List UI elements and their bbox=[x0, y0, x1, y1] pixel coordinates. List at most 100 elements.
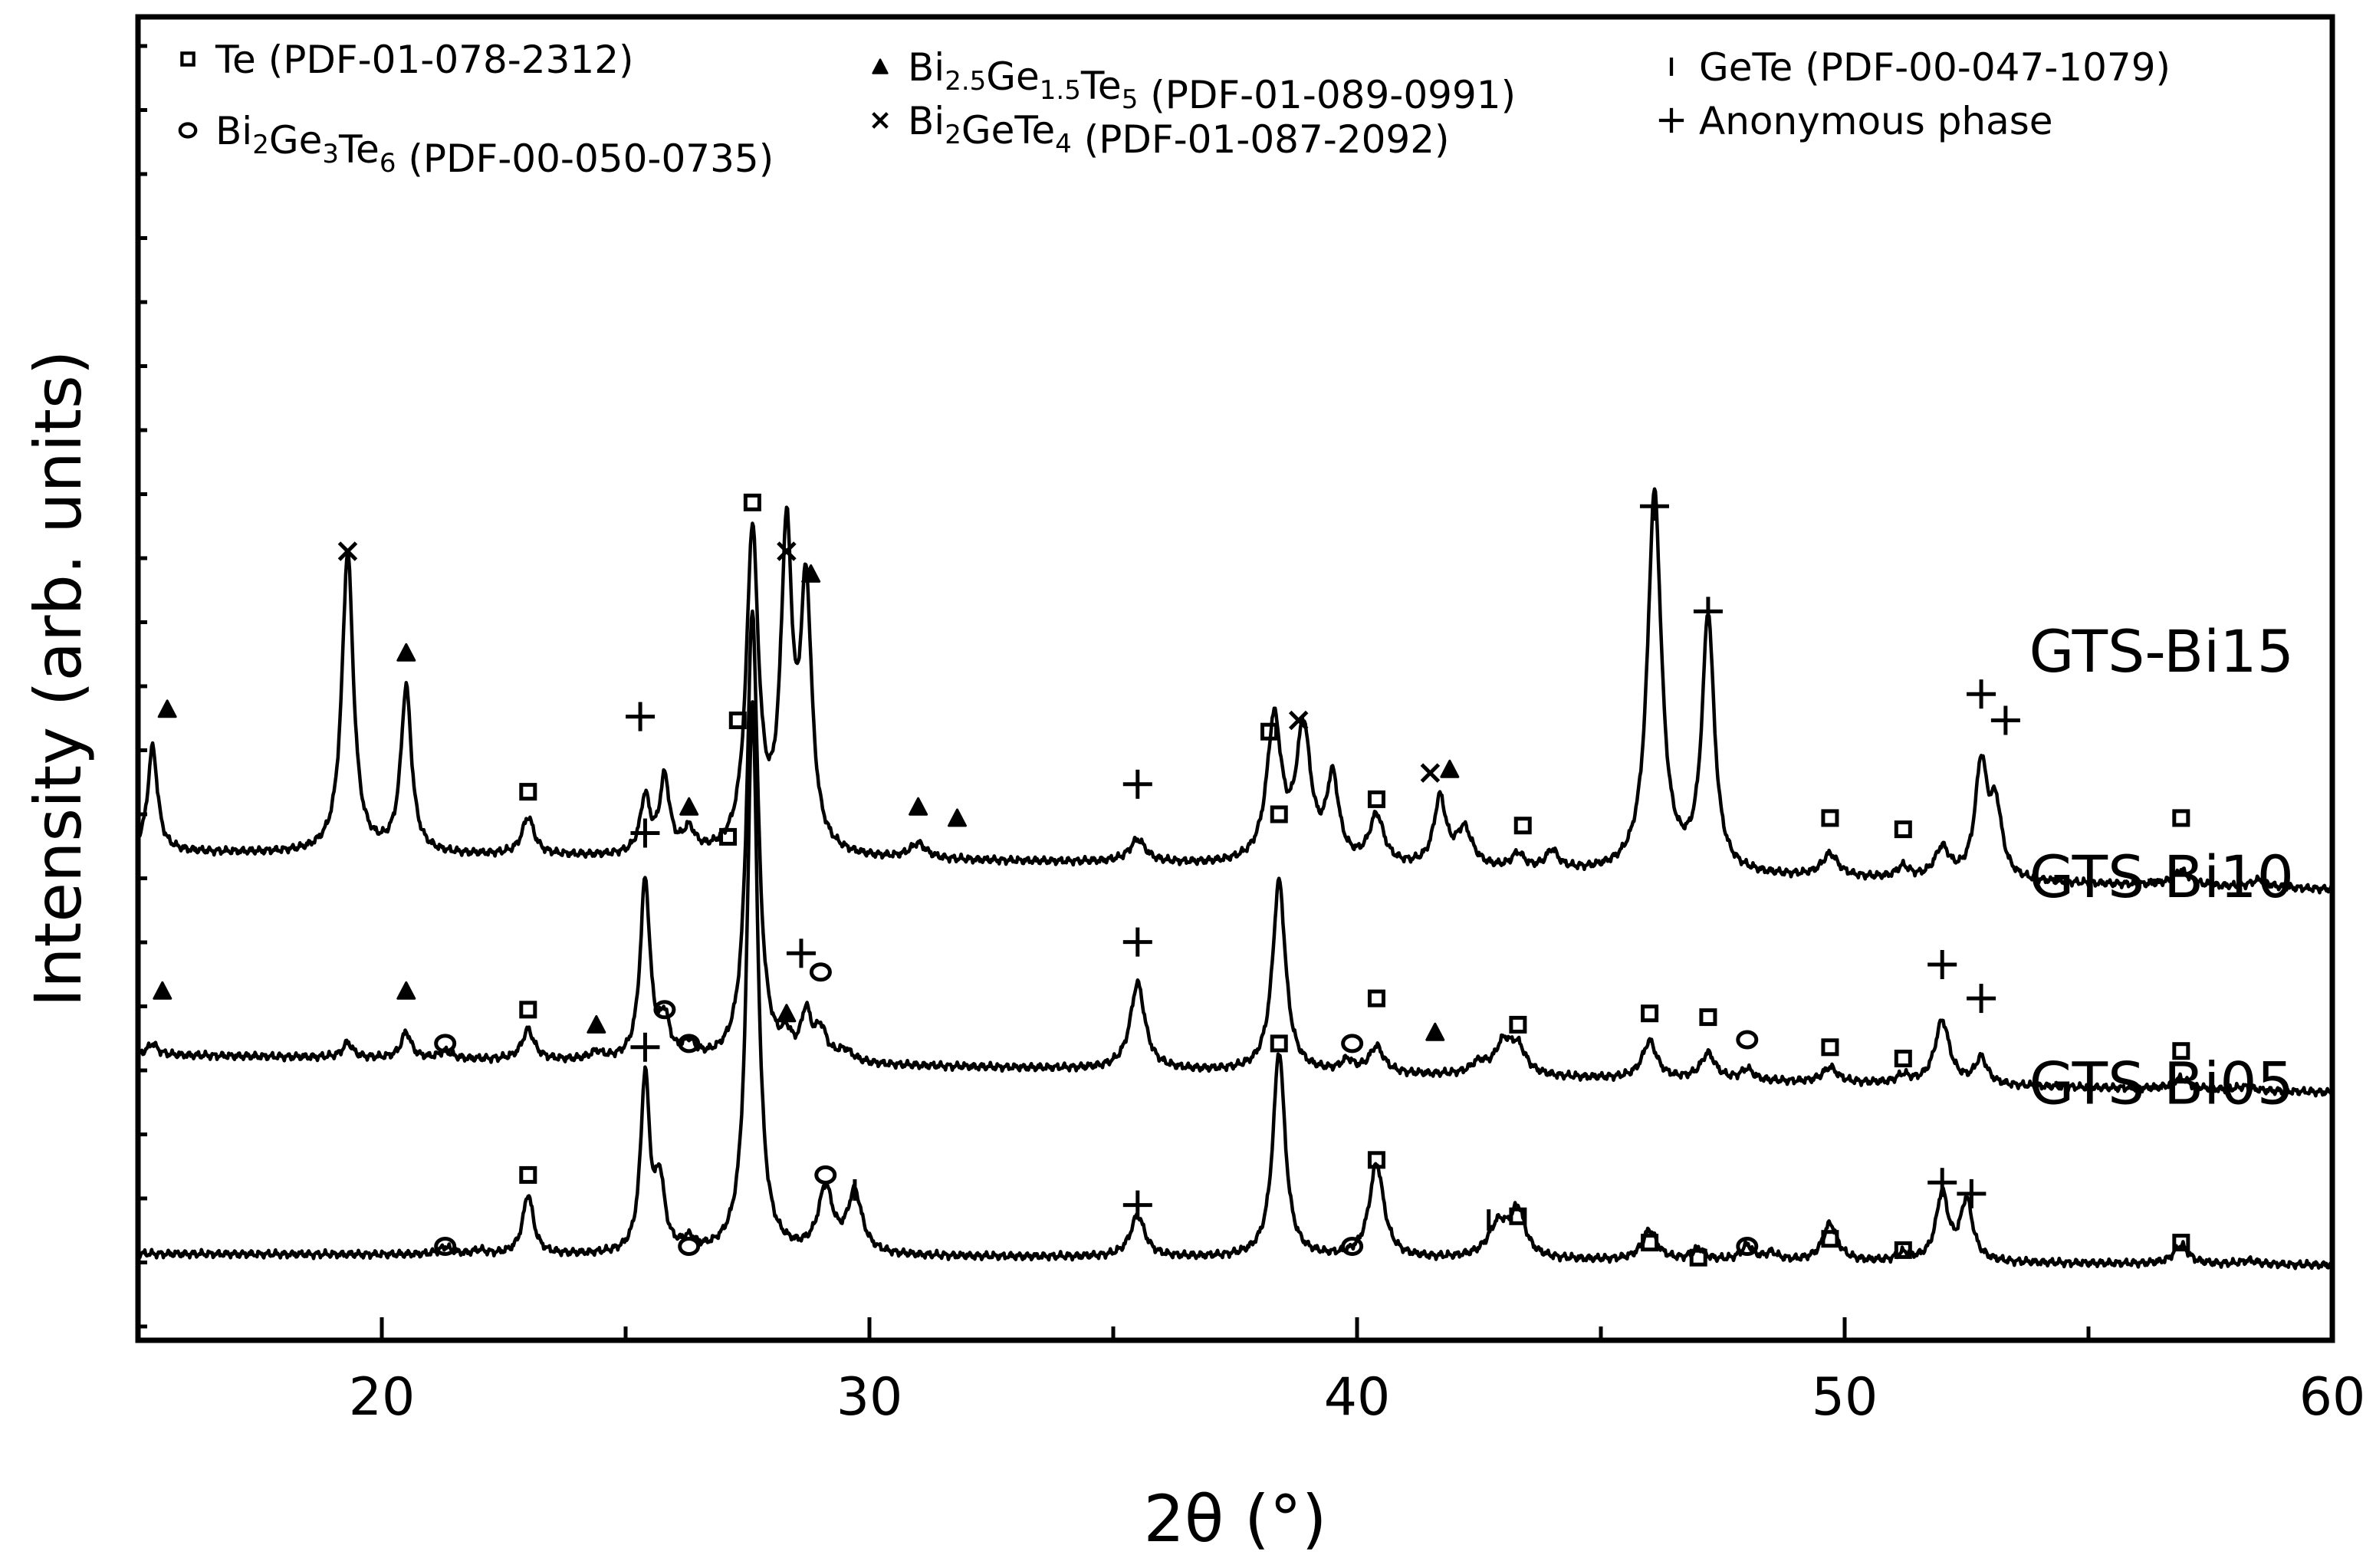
square-marker bbox=[2172, 1234, 2190, 1252]
square-marker bbox=[1270, 805, 1288, 823]
circle-marker bbox=[434, 1034, 457, 1054]
square-marker bbox=[1689, 1248, 1707, 1267]
legend-item-cross: Bi2GeTe4 (PDF-01-087-2092) bbox=[872, 99, 1450, 162]
legend-subscript: 2.5 bbox=[945, 66, 986, 97]
cross-stroke bbox=[1288, 710, 1309, 731]
plus-marker bbox=[1990, 705, 2020, 735]
legend-text-part: (PDF-01-089-0991) bbox=[1138, 73, 1516, 117]
x-tick-label: 30 bbox=[836, 1367, 903, 1428]
legend-label: Anonymous phase bbox=[1699, 99, 2053, 143]
legend-item-plus: Anonymous phase bbox=[1658, 99, 2053, 143]
triangle-marker bbox=[157, 699, 177, 718]
legend-subscript: 6 bbox=[380, 148, 396, 179]
legend-item-square: Te (PDF-01-078-2312) bbox=[180, 38, 634, 82]
legend-label: Bi2Ge3Te6 (PDF-00-050-0735) bbox=[215, 109, 774, 181]
legend-text-part: Bi bbox=[908, 45, 945, 90]
x-tick-label: 50 bbox=[1812, 1367, 1878, 1428]
circle-marker bbox=[809, 962, 832, 982]
triangle-marker bbox=[153, 981, 173, 1000]
square-marker bbox=[2172, 809, 2190, 827]
circle-marker bbox=[1736, 1237, 1759, 1256]
triangle-marker bbox=[396, 643, 416, 662]
series-label: GTS-Bi05 bbox=[2029, 1049, 2294, 1117]
legend-label: Bi2GeTe4 (PDF-01-087-2092) bbox=[908, 99, 1450, 162]
x-tick-label: 40 bbox=[1324, 1367, 1391, 1428]
circle-marker bbox=[653, 1000, 676, 1020]
plus-marker bbox=[1927, 1168, 1957, 1198]
legend-text-part: Te bbox=[1080, 64, 1122, 108]
plus-marker bbox=[626, 702, 656, 731]
triangle-marker bbox=[909, 797, 928, 816]
square-marker bbox=[1821, 1038, 1839, 1057]
square-marker bbox=[743, 493, 761, 511]
square-marker bbox=[1367, 790, 1385, 808]
peak-markers bbox=[153, 491, 2190, 1267]
series-gts-bi15: GTS-Bi15 bbox=[136, 487, 2335, 895]
series-label: GTS-Bi15 bbox=[2029, 617, 2294, 685]
legend-subscript: 5 bbox=[1122, 84, 1139, 115]
square-marker bbox=[719, 827, 738, 846]
circle-marker bbox=[1341, 1034, 1364, 1054]
square-marker bbox=[1509, 1207, 1527, 1225]
x-tick-label: 20 bbox=[349, 1367, 416, 1428]
cross-marker bbox=[337, 541, 358, 561]
square-marker bbox=[1509, 1015, 1527, 1034]
x-axis-ticks: 20 30 40 50 60 bbox=[349, 1317, 2366, 1428]
cross-marker bbox=[1420, 763, 1441, 783]
triangle-marker bbox=[1425, 1022, 1445, 1041]
triangle-marker bbox=[777, 1004, 797, 1023]
series-line bbox=[136, 700, 2333, 1271]
square-marker bbox=[1894, 1050, 1912, 1067]
legend-text-part: GeTe (PDF-00-047-1079) bbox=[1699, 45, 2171, 90]
plus-marker bbox=[1693, 597, 1723, 626]
square-marker bbox=[1699, 1008, 1717, 1027]
legend-text-part: Bi bbox=[908, 99, 945, 143]
plus-marker bbox=[1639, 491, 1669, 521]
square-marker bbox=[1641, 1234, 1659, 1252]
series-gts-bi05: GTS-Bi05 bbox=[136, 700, 2333, 1271]
cross-marker bbox=[872, 112, 889, 129]
cross-stroke bbox=[1420, 763, 1441, 783]
legend-text-part: Bi bbox=[215, 109, 252, 153]
plus-marker bbox=[630, 818, 660, 848]
circle-marker bbox=[1736, 1030, 1759, 1050]
square-marker bbox=[728, 712, 747, 729]
square-marker bbox=[1513, 817, 1532, 835]
legend-item-triangle: Bi2.5Ge1.5Te5 (PDF-01-089-0991) bbox=[872, 45, 1516, 117]
plus-marker bbox=[1122, 1190, 1152, 1220]
square-marker bbox=[519, 1165, 537, 1184]
triangle-marker bbox=[801, 564, 821, 583]
y-axis-ticks bbox=[138, 44, 147, 1329]
square-marker bbox=[1270, 1034, 1288, 1053]
legend-subscript: 2 bbox=[252, 130, 269, 160]
x-tick-label: 60 bbox=[2299, 1367, 2366, 1428]
cross-marker bbox=[777, 541, 797, 561]
series-layer: GTS-Bi15 GTS-Bi10 GTS-Bi05 bbox=[136, 487, 2335, 1271]
circle-marker bbox=[678, 1237, 701, 1256]
cross-stroke bbox=[337, 541, 358, 561]
series-gts-bi10: GTS-Bi10 bbox=[136, 609, 2333, 1098]
legend-text-part: Te bbox=[338, 127, 380, 172]
legend-label: GeTe (PDF-00-047-1079) bbox=[1699, 45, 2171, 90]
plus-marker bbox=[1122, 927, 1152, 957]
circle-marker bbox=[434, 1237, 457, 1256]
legend-text-part: (PDF-01-087-2092) bbox=[1072, 117, 1450, 162]
plot-frame bbox=[135, 14, 2335, 1343]
legend-text-part: Te (PDF-01-078-2312) bbox=[215, 38, 634, 82]
square-marker bbox=[1641, 1004, 1659, 1023]
triangle-marker bbox=[587, 1014, 606, 1034]
legend-subscript: 2 bbox=[945, 120, 961, 150]
legend-text-part: GeTe bbox=[961, 108, 1055, 153]
plus-marker bbox=[1122, 769, 1152, 799]
y-axis-title: Intensity (arb. units) bbox=[21, 350, 96, 1007]
plus-marker bbox=[1967, 984, 1996, 1014]
square-marker bbox=[1367, 1151, 1385, 1169]
legend-item-circle: Bi2Ge3Te6 (PDF-00-050-0735) bbox=[178, 109, 774, 181]
plus-marker bbox=[1957, 1178, 1987, 1208]
square-marker bbox=[1894, 820, 1912, 839]
legend-text-part: Ge bbox=[986, 54, 1040, 99]
triangle-marker bbox=[872, 58, 889, 74]
plus-marker bbox=[786, 938, 816, 968]
triangle-marker bbox=[679, 797, 699, 816]
